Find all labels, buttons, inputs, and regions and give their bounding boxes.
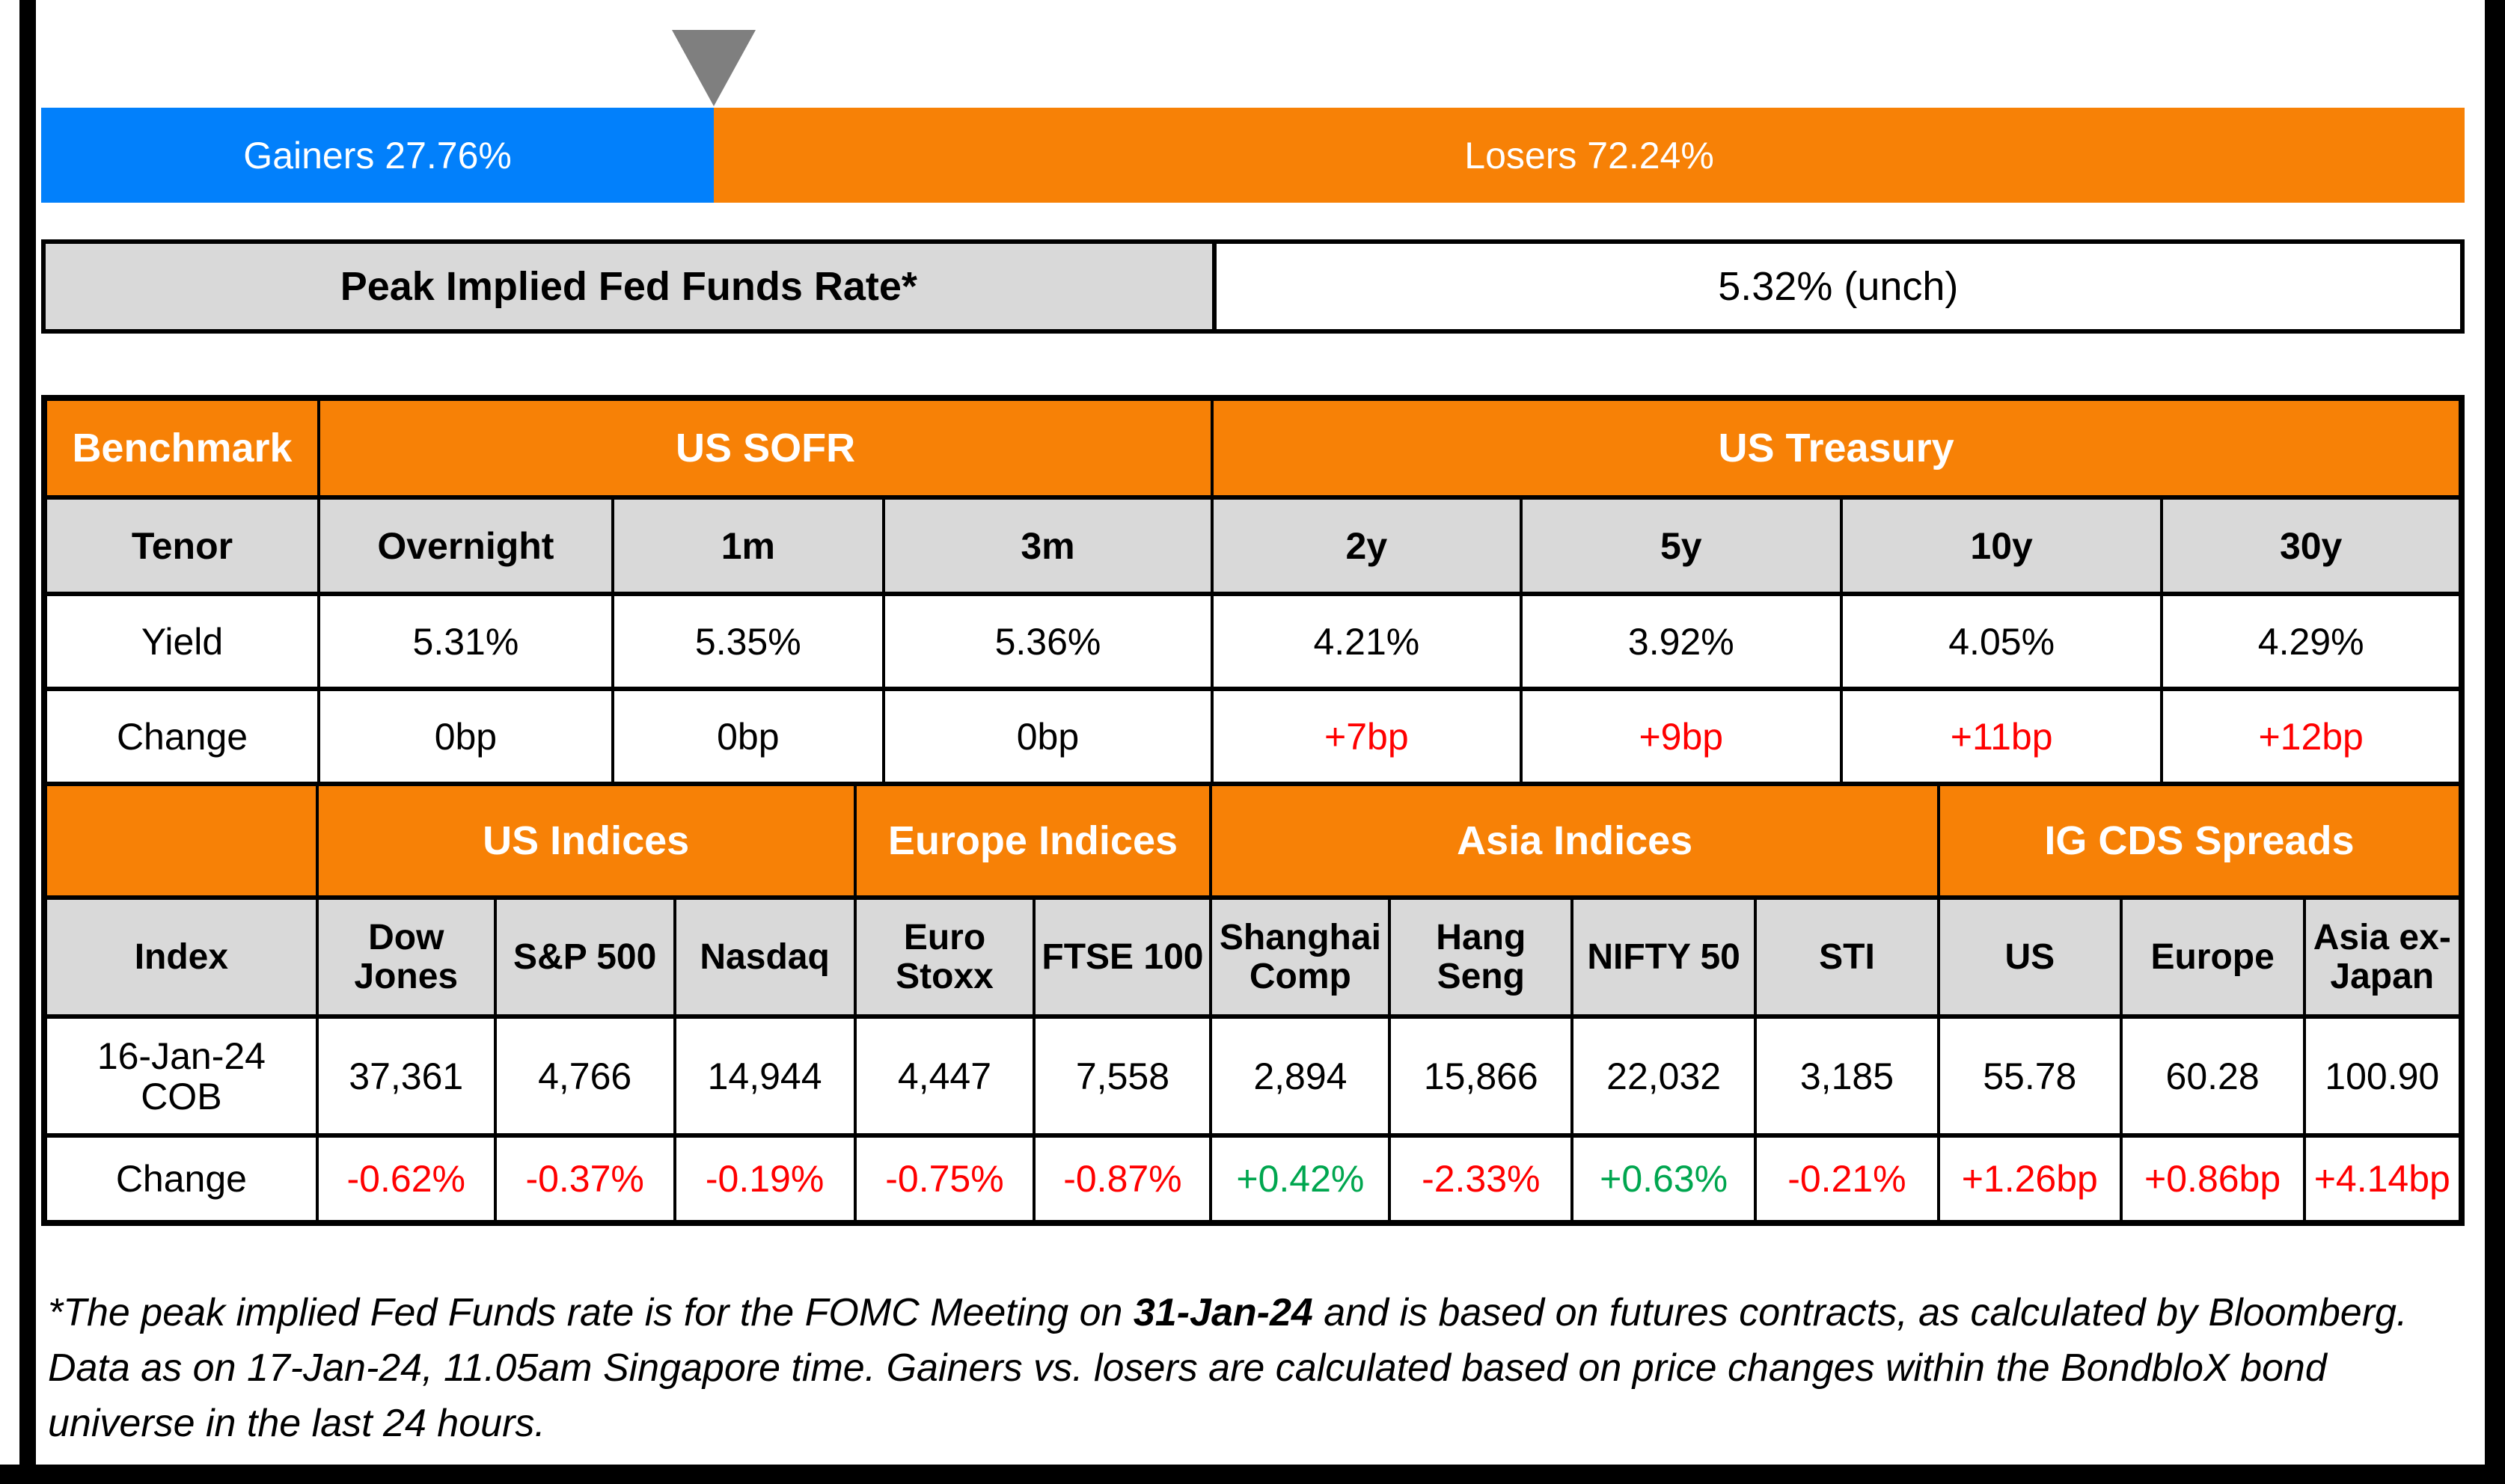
index-change-cell: +4.14bp	[2305, 1138, 2459, 1220]
yield-cell: 4.05%	[1842, 596, 2161, 687]
cob-value-cell: 15,866	[1391, 1019, 1571, 1133]
losers-label: Losers 72.24%	[1464, 134, 1714, 177]
index-change-cell: +0.86bp	[2122, 1138, 2303, 1220]
yield-cell: 3.92%	[1522, 596, 1840, 687]
cob-value-cell: 16-Jan-24 COB	[47, 1019, 316, 1133]
cob-value-cell: 100.90	[2305, 1019, 2459, 1133]
benchmark-header: Benchmark	[47, 401, 318, 495]
frame-border-right	[2485, 0, 2505, 1484]
tenor-cell: 30y	[2163, 500, 2459, 592]
cob-value-cell: 3,185	[1757, 1019, 1937, 1133]
cob-value-cell: 22,032	[1573, 1019, 1755, 1133]
tenor-cell: 1m	[614, 500, 882, 592]
yield-cell: Yield	[47, 596, 318, 687]
index-name-cell: Dow Jones	[318, 900, 494, 1014]
index-name-cell: Europe	[2122, 900, 2303, 1014]
index-change-cell: Change	[47, 1138, 316, 1220]
peak-fed-funds-value: 5.32% (unch)	[1216, 244, 2460, 329]
us-treasury-header: US Treasury	[1214, 401, 2459, 495]
index-change-cell: +1.26bp	[1939, 1138, 2120, 1220]
index-change-cell: -2.33%	[1391, 1138, 1571, 1220]
yield-cell: 4.29%	[2163, 596, 2459, 687]
index-name-cell: S&P 500	[496, 900, 673, 1014]
tenor-cell: 2y	[1214, 500, 1520, 592]
rate-change-cell: 0bp	[614, 691, 882, 782]
cob-value-cell: 7,558	[1036, 1019, 1210, 1133]
cob-value-cell: 2,894	[1212, 1019, 1389, 1133]
index-name-cell: Asia ex-Japan	[2305, 900, 2459, 1014]
index-name-cell: Shanghai Comp	[1212, 900, 1389, 1014]
cob-value-cell: 4,766	[496, 1019, 673, 1133]
index-name-cell: Hang Seng	[1391, 900, 1571, 1014]
tenor-cell: 3m	[884, 500, 1211, 592]
us-sofr-header: US SOFR	[320, 401, 1211, 495]
rate-change-cell: 0bp	[884, 691, 1211, 782]
footnote: *The peak implied Fed Funds rate is for …	[48, 1285, 2431, 1451]
footnote-text-1: *The peak implied Fed Funds rate is for …	[48, 1291, 1134, 1334]
cob-value-cell: 37,361	[318, 1019, 494, 1133]
gainers-losers-bar: Gainers 27.76% Losers 72.24%	[41, 108, 2465, 203]
index-name-cell: FTSE 100	[1036, 900, 1210, 1014]
index-change-cell: +0.63%	[1573, 1138, 1755, 1220]
frame-border-bottom	[0, 1465, 2505, 1484]
footnote-text-2: and is based on futures contracts, as ca…	[48, 1291, 2408, 1445]
rate-change-cell: Change	[47, 691, 318, 782]
yield-cell: 5.31%	[320, 596, 611, 687]
blank-header-cell	[47, 786, 316, 895]
yield-cell: 4.21%	[1214, 596, 1520, 687]
peak-fed-funds-row: Peak Implied Fed Funds Rate* 5.32% (unch…	[41, 239, 2465, 334]
tenor-cell: Tenor	[47, 500, 318, 592]
index-change-cell: -0.21%	[1757, 1138, 1937, 1220]
yield-cell: 5.36%	[884, 596, 1211, 687]
us-indices-header: US Indices	[318, 786, 854, 895]
ig-cds-header: IG CDS Spreads	[1939, 786, 2459, 895]
gainers-label: Gainers 27.76%	[243, 134, 512, 177]
index-change-cell: -0.87%	[1036, 1138, 1210, 1220]
index-name-cell: STI	[1757, 900, 1937, 1014]
rate-change-cell: +12bp	[2163, 691, 2459, 782]
index-name-cell: NIFTY 50	[1573, 900, 1755, 1014]
peak-fed-funds-label: Peak Implied Fed Funds Rate*	[46, 244, 1217, 329]
tenor-cell: 10y	[1842, 500, 2161, 592]
tenor-cell: Overnight	[320, 500, 611, 592]
benchmark-tables: Benchmark US SOFR US Treasury Tenor Over…	[41, 395, 2465, 1226]
rate-change-cell: +9bp	[1522, 691, 1840, 782]
index-name-cell: Nasdaq	[676, 900, 854, 1014]
tenor-cell: 5y	[1522, 500, 1840, 592]
rates-table: Benchmark US SOFR US Treasury Tenor Over…	[47, 401, 2459, 782]
index-name-cell: Euro Stoxx	[856, 900, 1033, 1014]
rate-change-cell: +11bp	[1842, 691, 2161, 782]
index-change-cell: -0.19%	[676, 1138, 854, 1220]
index-change-cell: -0.37%	[496, 1138, 673, 1220]
indices-table: US Indices Europe Indices Asia Indices I…	[47, 786, 2459, 1220]
losers-segment: Losers 72.24%	[714, 108, 2465, 203]
down-triangle-marker-icon	[672, 30, 756, 106]
cob-value-cell: 14,944	[676, 1019, 854, 1133]
yield-cell: 5.35%	[614, 596, 882, 687]
cob-value-cell: 60.28	[2122, 1019, 2303, 1133]
index-name-cell: Index	[47, 900, 316, 1014]
index-change-cell: +0.42%	[1212, 1138, 1389, 1220]
footnote-bold-date: 31-Jan-24	[1133, 1291, 1313, 1334]
cob-value-cell: 55.78	[1939, 1019, 2120, 1133]
rate-change-cell: +7bp	[1214, 691, 1520, 782]
gainers-segment: Gainers 27.76%	[41, 108, 715, 203]
index-change-cell: -0.75%	[856, 1138, 1033, 1220]
index-change-cell: -0.62%	[318, 1138, 494, 1220]
asia-indices-header: Asia Indices	[1212, 786, 1937, 895]
index-name-cell: US	[1939, 900, 2120, 1014]
frame-border-left	[19, 0, 36, 1484]
europe-indices-header: Europe Indices	[856, 786, 1210, 895]
cob-value-cell: 4,447	[856, 1019, 1033, 1133]
rate-change-cell: 0bp	[320, 691, 611, 782]
